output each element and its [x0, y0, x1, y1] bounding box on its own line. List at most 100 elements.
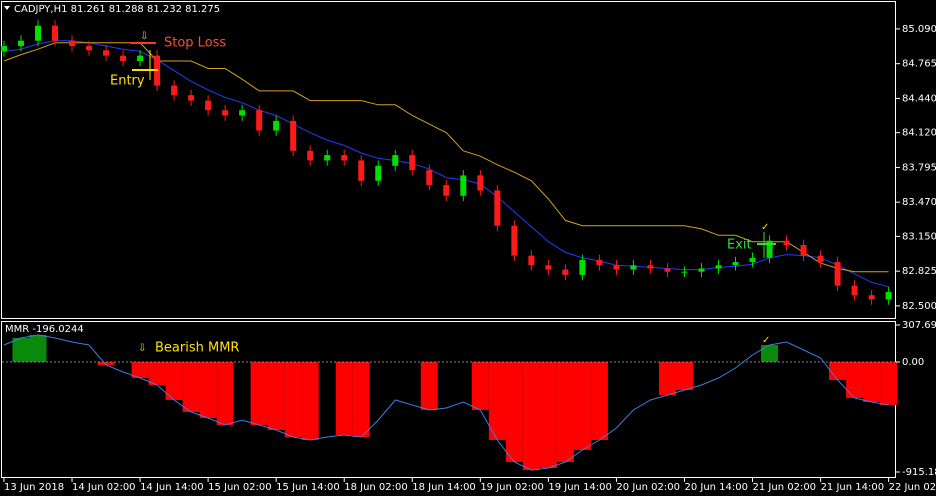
histogram-bar: [335, 361, 353, 435]
histogram-bar: [880, 361, 898, 406]
candle-body: [52, 25, 59, 41]
x-tick-label: 19 Jun 14:00: [548, 482, 612, 493]
candle-body: [528, 255, 535, 266]
x-tick-label: 14 Jun 02:00: [72, 482, 136, 493]
candle-body: [868, 295, 875, 300]
histogram-bar: [573, 361, 591, 450]
histogram-bar: [829, 361, 847, 381]
y-tick-label: 85.090: [902, 24, 936, 35]
candle-body: [783, 240, 790, 245]
histogram-bar: [182, 361, 200, 413]
indicator-panel: [1, 321, 896, 478]
histogram-bar: [267, 361, 285, 431]
candle-body: [120, 55, 127, 61]
candle-body: [664, 268, 671, 272]
overlay-line: [3, 42, 889, 273]
histogram-bar: [352, 361, 370, 438]
y-tick-label: 83.150: [902, 231, 936, 242]
candle-body: [800, 244, 807, 256]
main-panel: [1, 1, 896, 319]
x-tick-label: 18 Jun 02:00: [344, 482, 408, 493]
candle-body: [358, 160, 365, 181]
marks: 85.090 84.765 84.440 84.120 83.795 83.470 83.1…: [0, 20, 936, 493]
candle-body: [630, 265, 637, 270]
candle-body: [494, 190, 501, 226]
histogram-bar: [284, 361, 302, 438]
x-tick-label: 13 Jun 2018: [4, 482, 64, 493]
candle-body: [562, 269, 569, 275]
candle-body: [17, 40, 24, 47]
signal-check: ✓: [762, 335, 770, 346]
histogram-bar: [658, 361, 676, 396]
histogram-bar: [863, 361, 881, 403]
histogram-bar: [846, 361, 864, 399]
candle-body: [171, 85, 178, 96]
x-tick-label: 21 Jun 02:00: [753, 482, 817, 493]
y-tick-label: 84.120: [902, 128, 936, 139]
candle-body: [137, 55, 144, 61]
candle-body: [766, 240, 773, 258]
histogram-bar: [301, 361, 319, 441]
candle-body: [834, 262, 841, 286]
candle-body: [698, 268, 705, 272]
histogram-bar: [761, 345, 779, 362]
candle-body: [103, 50, 110, 56]
menu-triangle: [4, 6, 10, 10]
histogram-bar: [165, 361, 183, 400]
y-tick-label: 83.795: [902, 162, 936, 173]
x-tick-label: 15 Jun 02:00: [208, 482, 272, 493]
chart-title: CADJPY,H1 81.261 81.288 81.232 81.275: [14, 4, 220, 15]
y-tick-label: 84.765: [902, 59, 936, 70]
indicator-line: [3, 334, 889, 471]
histogram-bar: [590, 361, 608, 441]
candle-body: [341, 155, 348, 161]
x-tick-label: 22 Jun 02:00: [889, 482, 936, 493]
candle-body: [596, 259, 603, 266]
candle-body: [307, 150, 314, 161]
overlay-line: [3, 40, 889, 288]
candle-body: [851, 285, 858, 296]
y-tick-label: 82.825: [902, 266, 936, 277]
candle-body: [409, 155, 416, 171]
candle-body: [460, 175, 467, 196]
y-tick-label: 307.6963: [902, 320, 936, 331]
histogram-bar: [216, 361, 234, 425]
candle-body: [239, 110, 246, 116]
candle-body: [256, 110, 263, 131]
candle-body: [188, 95, 195, 101]
candle-body: [579, 259, 586, 275]
x-tick-label: 14 Jun 14:00: [140, 482, 204, 493]
signal-arrow: ⇩: [138, 343, 146, 354]
candle-body: [613, 265, 620, 270]
y-tick-label: 0.00: [902, 357, 924, 368]
histogram-bar: [675, 361, 693, 391]
histogram-bar: [250, 361, 268, 425]
histogram-bar: [97, 361, 115, 365]
candle-body: [426, 170, 433, 186]
candle-body: [392, 155, 399, 166]
histogram-bar: [12, 337, 30, 362]
candle-body: [885, 292, 892, 300]
y-tick-label: 82.500: [902, 301, 936, 312]
exit-check: ✓: [761, 222, 769, 233]
histogram-bar: [556, 361, 574, 463]
histogram-bar: [29, 334, 47, 362]
x-tick-label: 20 Jun 14:00: [684, 482, 748, 493]
candle-body: [477, 175, 484, 191]
x-tick-label: 21 Jun 14:00: [821, 482, 885, 493]
y-tick-label: -915.1863: [902, 467, 936, 478]
entry-label: Entry: [110, 74, 145, 89]
candle-body: [273, 120, 280, 131]
histogram-bar: [505, 361, 523, 463]
y-tick-label: 83.470: [902, 197, 936, 208]
histogram-bar: [539, 361, 557, 469]
x-tick-label: 20 Jun 02:00: [616, 482, 680, 493]
candle-body: [34, 25, 41, 41]
exit-label: Exit: [727, 238, 752, 253]
histogram-bar: [488, 361, 506, 441]
candle-body: [681, 271, 688, 273]
candle-body: [375, 165, 382, 181]
candle-body: [86, 46, 93, 51]
histogram-bar: [420, 361, 438, 410]
